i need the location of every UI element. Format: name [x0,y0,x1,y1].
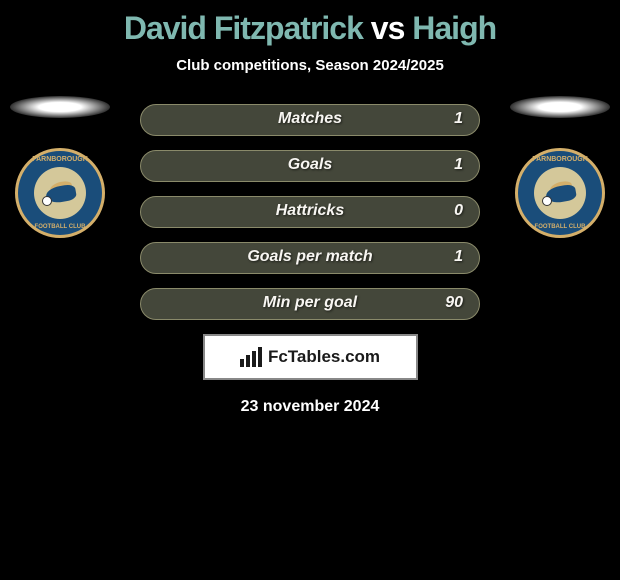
stat-bar-bg: Goals 1 [140,150,480,182]
right-player-section: FARNBOROUGH FOOTBALL CLUB [505,96,615,238]
stat-bar-bg: Hattricks 0 [140,196,480,228]
stat-label: Min per goal [141,294,479,312]
left-club-badge: FARNBOROUGH FOOTBALL CLUB [15,148,105,238]
stat-value-right: 90 [445,294,463,312]
stat-label: Goals [141,156,479,174]
stat-value-right: 1 [454,110,463,128]
stat-value-right: 1 [454,248,463,266]
stat-value-right: 1 [454,156,463,174]
badge-outer-ring: FARNBOROUGH FOOTBALL CLUB [15,148,105,238]
badge-name-bottom: FOOTBALL CLUB [18,224,102,230]
left-shadow-ellipse [10,96,110,118]
badge-name-top: FARNBOROUGH [18,156,102,163]
chart-bar [246,355,250,367]
vs-text: vs [371,10,405,46]
main-container: FARNBOROUGH FOOTBALL CLUB FARNBOROUGH [0,104,620,416]
date-text: 23 november 2024 [0,398,620,416]
right-club-badge: FARNBOROUGH FOOTBALL CLUB [515,148,605,238]
chart-bar [258,347,262,367]
stat-label: Matches [141,110,479,128]
football-icon [42,196,52,206]
badge-outer-ring: FARNBOROUGH FOOTBALL CLUB [515,148,605,238]
stat-row: Goals 1 [140,150,480,182]
comparison-title: David Fitzpatrick vs Haigh [0,0,620,47]
left-player-section: FARNBOROUGH FOOTBALL CLUB [5,96,115,238]
stat-row: Matches 1 [140,104,480,136]
football-icon [542,196,552,206]
subtitle: Club competitions, Season 2024/2025 [0,57,620,74]
stats-bars: Matches 1 Goals 1 Hattricks 0 Goals per … [140,104,480,320]
player1-name: David Fitzpatrick [124,10,363,46]
bar-chart-icon [240,347,264,367]
badge-name-bottom: FOOTBALL CLUB [518,224,602,230]
brand-text: FcTables.com [268,347,380,367]
stat-row: Goals per match 1 [140,242,480,274]
stat-row: Min per goal 90 [140,288,480,320]
stat-label: Goals per match [141,248,479,266]
right-shadow-ellipse [510,96,610,118]
stat-bar-bg: Matches 1 [140,104,480,136]
brand-box: FcTables.com [203,334,418,380]
badge-inner-circle [34,167,86,219]
badge-inner-circle [534,167,586,219]
stat-row: Hattricks 0 [140,196,480,228]
bird-icon [542,182,578,204]
fctables-logo: FcTables.com [240,347,380,367]
chart-bar [252,351,256,367]
stat-value-right: 0 [454,202,463,220]
chart-bar [240,359,244,367]
player2-name: Haigh [412,10,496,46]
stat-bar-bg: Min per goal 90 [140,288,480,320]
badge-name-top: FARNBOROUGH [518,156,602,163]
bird-icon [42,182,78,204]
stat-bar-bg: Goals per match 1 [140,242,480,274]
stat-label: Hattricks [141,202,479,220]
